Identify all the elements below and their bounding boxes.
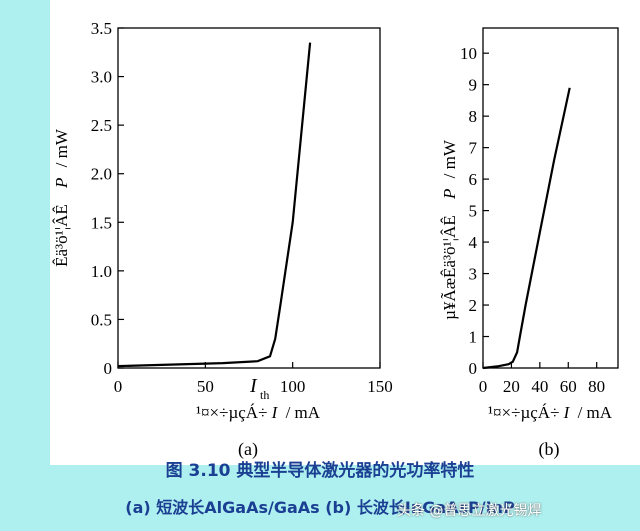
panel-a-ylabel-garbled: Êä³ö¹¦ÂÊ <box>52 204 71 267</box>
panel-b-x-tick-label: 80 <box>588 377 605 396</box>
panel-b-y-tick-label: 0 <box>469 359 478 378</box>
panel-a-y-axis-label: Êä³ö¹¦ÂÊ P / mW <box>52 128 71 267</box>
panel-a-y-tick-label: 3.5 <box>91 19 112 38</box>
panel-b-y-tick-label: 6 <box>469 170 478 189</box>
panel-a-label: (a) <box>238 439 258 460</box>
panel-a-threshold-label: I <box>249 375 258 397</box>
panel-b-y-tick-label: 4 <box>469 233 478 252</box>
panel-a-x-axis-label: ¹¤×÷µçÁ÷ I / mA <box>196 403 321 422</box>
panel-b-label: (b) <box>539 439 560 460</box>
panel-a-x-tick-label: 100 <box>280 377 306 396</box>
panel-a-ylabel-unit: / mW <box>52 128 71 167</box>
panel-b-y-ticks: 0 1 2 3 4 5 6 7 8 9 10 <box>460 44 489 378</box>
panel-a-xlabel-symbol: I <box>271 403 279 422</box>
panel-b-ylabel-unit: / mW <box>440 139 459 178</box>
panel-a-y-tick-label: 2.5 <box>91 116 112 135</box>
figure-caption-subtitle: (a) 短波长AlGaAs/GaAs (b) 长波长InGaAsP/InP <box>125 498 515 517</box>
panel-b-xlabel-garbled: ¹¤×÷µçÁ÷ <box>488 403 559 422</box>
panel-b: 0 20 40 60 80 0 1 2 3 4 5 6 7 8 9 10 µ¥ÃæÊä³ö¹¦ÂÊ P / … <box>440 27 619 460</box>
panel-a-y-tick-label: 1.0 <box>91 262 112 281</box>
panel-a-y-tick-label: 3.0 <box>91 68 112 87</box>
panel-a-y-tick-label: 0 <box>104 359 113 378</box>
panel-a-y-tick-label: 1.5 <box>91 213 112 232</box>
panel-b-x-tick-label: 0 <box>479 377 488 396</box>
panel-a-xlabel-unit: / mA <box>286 403 321 422</box>
panel-b-x-tick-label: 40 <box>531 377 548 396</box>
panel-b-y-axis-label: µ¥ÃæÊä³ö¹¦ÂÊ P / mW <box>440 139 459 320</box>
panel-a-y-tick-label: 0.5 <box>91 310 112 329</box>
figure-caption-title: 图 3.10 典型半导体激光器的光功率特性 <box>165 461 475 481</box>
panel-b-y-tick-label: 2 <box>469 296 478 315</box>
panel-a-frame <box>117 27 381 369</box>
panel-b-x-axis-label: ¹¤×÷µçÁ÷ I / mA <box>488 403 613 422</box>
panel-b-x-tick-label: 20 <box>503 377 520 396</box>
panel-b-xlabel-unit: / mA <box>578 403 613 422</box>
figure-white-panel <box>50 0 640 465</box>
panel-a-y-tick-label: 2.0 <box>91 165 112 184</box>
watermark: 头条 @普思立激光锡焊 <box>397 503 542 519</box>
panel-b-x-ticks: 0 20 40 60 80 <box>479 362 605 396</box>
panel-a-x-ticks: 0 50 100 150 <box>114 362 393 396</box>
panel-a-xlabel-garbled: ¹¤×÷µçÁ÷ <box>196 403 267 422</box>
svg-text:Êä³ö¹¦ÂÊ P / m: Êä³ö¹¦ÂÊ P / mW <box>52 128 71 267</box>
panel-b-ylabel-symbol: P <box>440 189 459 200</box>
panel-a-curve <box>117 42 312 368</box>
panel-b-y-tick-label: 5 <box>469 202 478 221</box>
panel-a-x-tick-label: 50 <box>197 377 214 396</box>
panel-b-y-tick-label: 3 <box>469 265 478 284</box>
panel-a-x-tick-label: 0 <box>114 377 123 396</box>
panel-a: 0 50 100 150 0 0.5 1.0 1.5 2.0 2.5 3.0 3.5 I th Êä… <box>52 19 393 460</box>
panel-b-y-tick-label: 9 <box>469 76 478 95</box>
panel-b-y-tick-label: 8 <box>469 107 478 126</box>
panel-b-y-tick-label: 1 <box>469 328 478 347</box>
panel-b-frame <box>482 27 619 369</box>
panel-b-ylabel-garbled: µ¥ÃæÊä³ö¹¦ÂÊ <box>440 215 459 320</box>
panel-b-y-tick-label: 10 <box>460 44 477 63</box>
panel-a-x-tick-label: 150 <box>367 377 393 396</box>
panel-b-curve <box>482 87 571 370</box>
panel-a-y-ticks: 0 0.5 1.0 1.5 2.0 2.5 3.0 3.5 <box>91 19 124 378</box>
panel-a-ylabel-symbol: P <box>52 178 71 189</box>
panel-b-xlabel-symbol: I <box>563 403 571 422</box>
panel-a-threshold-subscript: th <box>260 388 269 402</box>
panel-b-y-tick-label: 7 <box>469 139 478 158</box>
panel-b-x-tick-label: 60 <box>560 377 577 396</box>
svg-text:µ¥ÃæÊä³ö¹¦ÂÊ P: µ¥ÃæÊä³ö¹¦ÂÊ P / mW <box>440 139 459 320</box>
